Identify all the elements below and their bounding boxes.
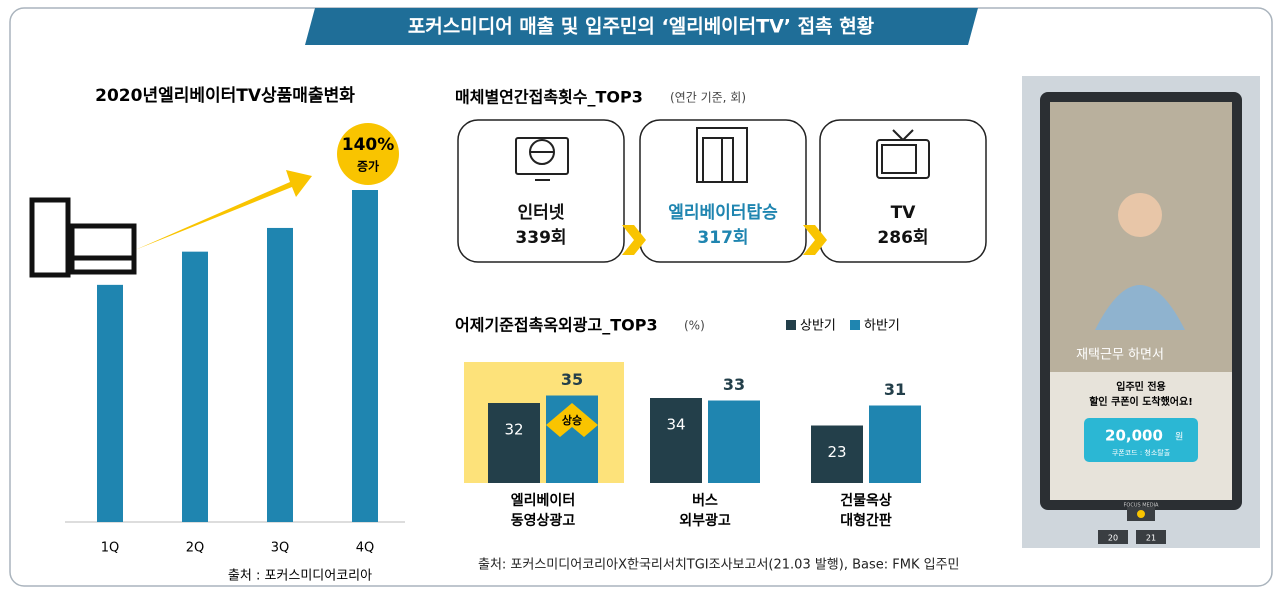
badge [337, 123, 399, 185]
media-boxes [457, 119, 987, 263]
value-label: 32 [504, 421, 523, 439]
floor-label: 20 [1108, 534, 1118, 543]
title: 포커스미디어 매출 및 입주민의 ‘엘리베이터TV’ 접촉 현황 [408, 15, 875, 38]
value-label: 33 [723, 375, 745, 394]
bar [488, 403, 540, 483]
bar [708, 400, 760, 483]
media-icons [515, 127, 930, 183]
coupon-code: 쿠폰코드 : 청소탈출 [1112, 448, 1171, 457]
person-body [1095, 285, 1185, 330]
annotation: 상승 [562, 413, 582, 427]
x-tick-label: 3Q [271, 541, 290, 556]
bar [267, 227, 293, 522]
call-light [1137, 510, 1145, 518]
chart-title: 어제기준접촉옥외광고_TOP3 [455, 316, 658, 335]
bar [182, 251, 208, 522]
section-subtitle: (연간 기준, 회) [670, 91, 746, 105]
floor-button [1136, 530, 1166, 544]
badge-label: 증가 [357, 159, 379, 174]
source: 출처: 포커스미디어코리아X한국리서치TGI조사보고서(21.03 발행), B… [478, 557, 960, 573]
coupon-amount: 20,000 [1105, 427, 1163, 445]
bar [811, 425, 863, 483]
x-tick-label: 엘리베이터 [511, 492, 575, 509]
ad-line: 할인 쿠폰이 도착했어요! [1089, 395, 1193, 408]
up-marker [546, 403, 598, 437]
x-tick-label: 건물옥상 [840, 492, 892, 509]
bar [97, 284, 123, 522]
floor-button [1098, 530, 1128, 544]
legend-label: 상반기 [800, 319, 836, 334]
ad-caption: 재택근무 하면서 [1076, 348, 1164, 363]
section-title: 매체별연간접촉횟수_TOP3 [455, 88, 643, 107]
source: 출처 : 포커스미디어코리아 [228, 569, 372, 584]
floor-label: 21 [1146, 534, 1156, 543]
growth-arrow [135, 170, 312, 250]
legend-swatch [786, 320, 796, 330]
ad-line: 입주민 전용 [1116, 380, 1165, 393]
media-label: 엘리베이터탑승 [668, 202, 778, 223]
chart-title: 2020년엘리베이터TV상품매출변화 [95, 86, 355, 106]
x-tick-label: 버스 [692, 492, 718, 509]
legend-label: 하반기 [864, 319, 900, 334]
x-tick-label: 대형간판 [840, 512, 892, 529]
x-tick-label: 외부광고 [679, 512, 731, 529]
title-banner [305, 8, 978, 45]
chevrons [622, 225, 827, 255]
media-count: 286회 [877, 228, 928, 248]
ad-photo [1050, 102, 1232, 372]
x-tick-label: 2Q [186, 541, 205, 556]
bar [650, 398, 702, 483]
media-label: TV [891, 203, 917, 223]
media-count: 339회 [515, 228, 566, 248]
chart-subtitle: (%) [684, 319, 705, 333]
bar [869, 405, 921, 483]
x-tick-label: 1Q [101, 541, 120, 556]
coupon [1084, 418, 1198, 462]
person-head [1118, 193, 1162, 237]
value-label: 31 [884, 380, 906, 399]
x-tick-label: 동영상광고 [511, 512, 576, 529]
value-label: 35 [561, 370, 583, 389]
badge-value: 140% [342, 135, 395, 155]
brand: FOCUS MEDIA [1124, 503, 1160, 509]
monitor-icons [29, 197, 137, 278]
legend-swatch [850, 320, 860, 330]
coupon-unit: 원 [1175, 432, 1183, 443]
bar [352, 190, 378, 522]
media-count: 317회 [697, 228, 748, 248]
x-tick-label: 4Q [356, 541, 375, 556]
value-label: 34 [666, 416, 685, 434]
value-label: 23 [827, 443, 846, 461]
media-label: 인터넷 [518, 203, 565, 223]
